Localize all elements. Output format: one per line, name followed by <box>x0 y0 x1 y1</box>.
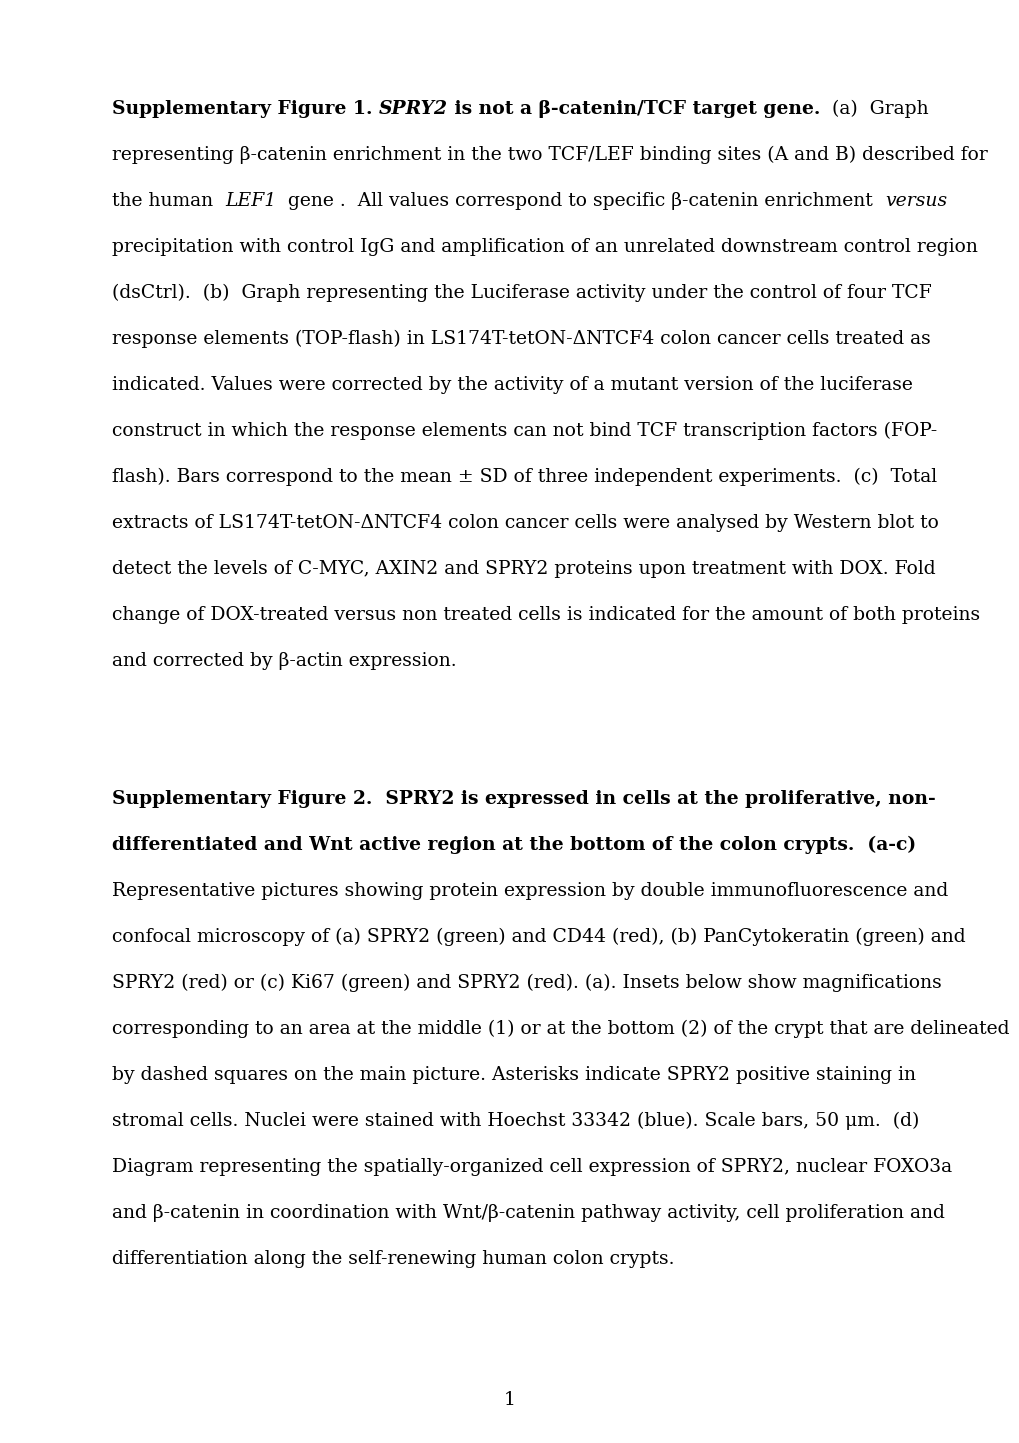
Text: differentiation along the self-renewing human colon crypts.: differentiation along the self-renewing … <box>112 1250 674 1268</box>
Text: differentiated and Wnt active region at the bottom of the colon crypts.  (a-c): differentiated and Wnt active region at … <box>112 835 915 854</box>
Text: confocal microscopy of (a) SPRY2 (green) and CD44 (red), (b) PanCytokeratin (gre: confocal microscopy of (a) SPRY2 (green)… <box>112 928 965 947</box>
Text: change of DOX-treated versus non treated cells is indicated for the amount of bo: change of DOX-treated versus non treated… <box>112 606 979 623</box>
Text: representing β-catenin enrichment in the two TCF/LEF binding sites (A and B) des: representing β-catenin enrichment in the… <box>112 146 986 165</box>
Text: Supplementary Figure 1.: Supplementary Figure 1. <box>112 100 379 118</box>
Text: stromal cells. Nuclei were stained with Hoechst 33342 (blue). Scale bars, 50 μm.: stromal cells. Nuclei were stained with … <box>112 1113 918 1130</box>
Text: Representative pictures showing protein expression by double immunofluorescence : Representative pictures showing protein … <box>112 882 948 900</box>
Text: flash). Bars correspond to the mean ± SD of three independent experiments.  (c) : flash). Bars correspond to the mean ± SD… <box>112 468 936 486</box>
Text: corresponding to an area at the middle (1) or at the bottom (2) of the crypt tha: corresponding to an area at the middle (… <box>112 1020 1009 1039</box>
Text: response elements (TOP-flash) in LS174T-tetON-ΔNTCF4 colon cancer cells treated : response elements (TOP-flash) in LS174T-… <box>112 330 930 348</box>
Text: SPRY2: SPRY2 <box>379 100 447 118</box>
Text: detect the levels of C-MYC, AXIN2 and SPRY2 proteins upon treatment with DOX. Fo: detect the levels of C-MYC, AXIN2 and SP… <box>112 560 934 579</box>
Text: indicated. Values were corrected by the activity of a mutant version of the luci: indicated. Values were corrected by the … <box>112 377 912 394</box>
Text: Diagram representing the spatially-organized cell expression of SPRY2, nuclear F: Diagram representing the spatially-organ… <box>112 1157 951 1176</box>
Text: gene .  All values correspond to specific β-catenin enrichment: gene . All values correspond to specific… <box>276 192 884 211</box>
Text: (dsCtrl).  (b)  Graph representing the Luciferase activity under the control of : (dsCtrl). (b) Graph representing the Luc… <box>112 284 930 302</box>
Text: precipitation with control IgG and amplification of an unrelated downstream cont: precipitation with control IgG and ampli… <box>112 238 977 255</box>
Text: versus: versus <box>884 192 947 211</box>
Text: extracts of LS174T-tetON-ΔNTCF4 colon cancer cells were analysed by Western blot: extracts of LS174T-tetON-ΔNTCF4 colon ca… <box>112 514 937 532</box>
Text: (a)  Graph: (a) Graph <box>819 100 928 118</box>
Text: and corrected by β-actin expression.: and corrected by β-actin expression. <box>112 652 457 670</box>
Text: by dashed squares on the main picture. Asterisks indicate SPRY2 positive stainin: by dashed squares on the main picture. A… <box>112 1066 915 1084</box>
Text: the human: the human <box>112 192 225 211</box>
Text: 1: 1 <box>503 1391 516 1408</box>
Text: SPRY2 (red) or (c) Ki67 (green) and SPRY2 (red). (a). Insets below show magnific: SPRY2 (red) or (c) Ki67 (green) and SPRY… <box>112 974 941 993</box>
Text: LEF1: LEF1 <box>225 192 276 211</box>
Text: and β-catenin in coordination with Wnt/β-catenin pathway activity, cell prolifer: and β-catenin in coordination with Wnt/β… <box>112 1203 944 1222</box>
Text: is not a β-catenin/TCF target gene.: is not a β-catenin/TCF target gene. <box>447 100 819 118</box>
Text: construct in which the response elements can not bind TCF transcription factors : construct in which the response elements… <box>112 421 936 440</box>
Text: Supplementary Figure 2.  SPRY2 is expressed in cells at the proliferative, non-: Supplementary Figure 2. SPRY2 is express… <box>112 789 934 808</box>
